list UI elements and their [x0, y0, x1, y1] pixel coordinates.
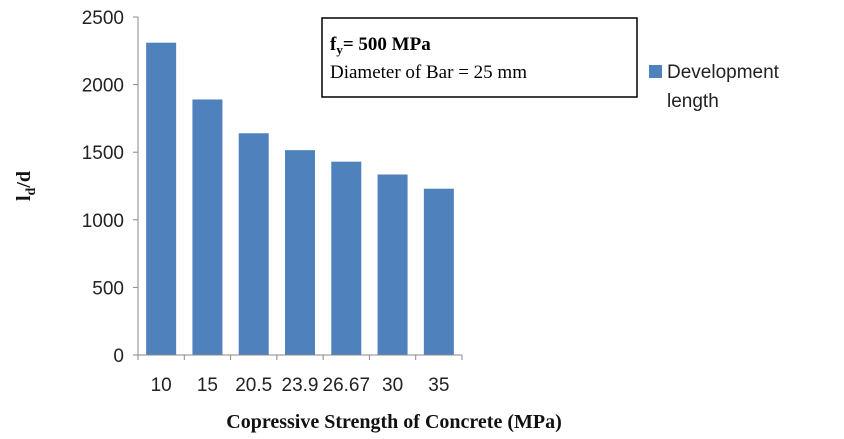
x-axis-title: Copressive Strength of Concrete (MPa) — [226, 411, 562, 433]
bar — [192, 99, 223, 355]
y-axis-title-main: l — [13, 195, 35, 201]
x-tick-label: 15 — [197, 375, 218, 396]
annotation-fy-main: f — [330, 34, 337, 55]
bar — [285, 150, 315, 355]
annotation-box: fy= 500 MPa Diameter of Bar = 25 mm — [321, 17, 638, 98]
bar — [377, 174, 408, 355]
annotation-fy-rest: = 500 MPa — [343, 34, 431, 55]
legend: Development length — [649, 62, 780, 112]
bar — [238, 133, 269, 355]
y-tick-label: 1500 — [82, 143, 124, 164]
x-tick-label: 20.5 — [235, 375, 272, 396]
annotation-line1: fy= 500 MPa — [330, 34, 431, 57]
x-tick-label: 30 — [382, 375, 403, 396]
legend-swatch — [649, 65, 662, 78]
legend-label-line2: length — [667, 91, 719, 112]
y-tick-label: 2000 — [82, 76, 124, 97]
y-axis-title: ld/d — [13, 171, 39, 201]
y-tick-label: 1000 — [82, 211, 124, 232]
annotation-border — [321, 17, 638, 98]
y-tick-label: 2500 — [82, 8, 124, 29]
y-tick-label: 0 — [113, 346, 124, 367]
bar — [331, 161, 362, 355]
y-axis-title-sub: d — [24, 187, 39, 195]
x-tick-label: 26.67 — [323, 375, 371, 396]
bar — [423, 188, 454, 355]
annotation-line2: Diameter of Bar = 25 mm — [330, 62, 527, 83]
x-tick-label: 23.9 — [282, 375, 319, 396]
legend-label-line1: Development — [667, 62, 780, 83]
y-tick-labels: 0 500 1000 1500 2000 2500 — [82, 8, 138, 367]
y-tick-label: 500 — [92, 278, 124, 299]
bars — [146, 42, 454, 356]
x-tick-label: 10 — [151, 375, 172, 396]
x-tick-label: 35 — [428, 375, 449, 396]
annotation-fy-sub: y — [336, 42, 343, 57]
bar — [146, 42, 177, 356]
y-axis-title-rest: /d — [13, 171, 35, 189]
x-tick-labels: 10 15 20.5 23.9 26.67 30 35 — [137, 355, 463, 396]
